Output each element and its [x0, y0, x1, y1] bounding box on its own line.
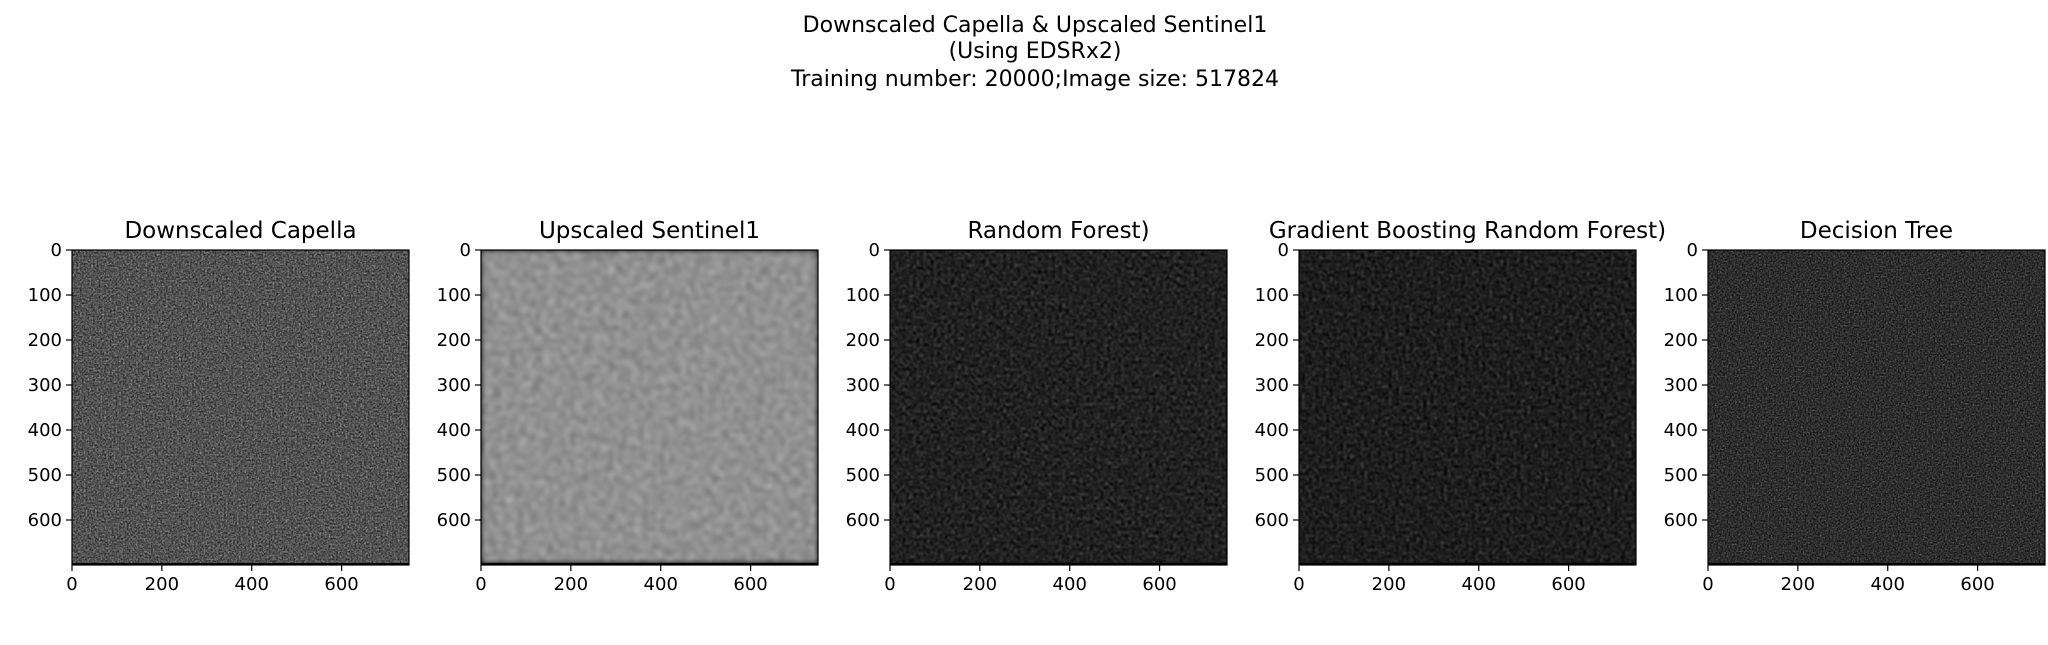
- y-tick-label: 300: [1255, 375, 1289, 396]
- x-tick-label: 400: [1053, 574, 1087, 595]
- x-tick-label: 400: [235, 574, 269, 595]
- y-tick-label: 600: [437, 510, 471, 531]
- y-tick-label: 200: [437, 330, 471, 351]
- y-tick-label: 400: [1255, 420, 1289, 441]
- image-scene: [72, 250, 409, 563]
- x-tick-label: 200: [1781, 574, 1815, 595]
- y-tick-label: 0: [869, 240, 880, 261]
- x-tick-label: 200: [963, 574, 997, 595]
- y-tick-label: 300: [1664, 375, 1698, 396]
- y-tick-label: 500: [846, 465, 880, 486]
- subplot-title: Upscaled Sentinel1: [539, 218, 760, 244]
- x-tick-label: 0: [475, 574, 486, 595]
- suptitle-line-1: Downscaled Capella & Upscaled Sentinel1: [803, 13, 1268, 38]
- x-tick-label: 400: [644, 574, 678, 595]
- x-tick-label: 0: [1293, 574, 1304, 595]
- x-tick-label: 600: [324, 574, 358, 595]
- y-tick-label: 200: [1255, 330, 1289, 351]
- subplot-grid: Downscaled Capella 0 200 400 600 0 100 200 300 40…: [28, 218, 2046, 595]
- y-tick-label: 0: [460, 240, 471, 261]
- x-tick-label: 600: [1960, 574, 1994, 595]
- y-tick-label: 400: [846, 420, 880, 441]
- y-tick-label: 400: [1664, 420, 1698, 441]
- subplot-decision-tree: Decision Tree 0 200 400 600 0 100 200 300 400 500 6…: [1664, 218, 2046, 595]
- y-tick-label: 600: [1664, 510, 1698, 531]
- image-scene: [1299, 250, 1636, 563]
- y-tick-label: 200: [1664, 330, 1698, 351]
- y-tick-label: 500: [28, 465, 62, 486]
- y-tick-label: 0: [51, 240, 62, 261]
- axes-frame: [480, 249, 819, 566]
- y-tick-label: 500: [1255, 465, 1289, 486]
- axes-frame: [889, 249, 1228, 566]
- subplot-random-forest: Random Forest) 0 200 400 600 0 100 200 300 400 500…: [846, 218, 1228, 595]
- subplot-title: Downscaled Capella: [124, 218, 356, 244]
- y-tick-label: 500: [437, 465, 471, 486]
- subplot-title: Decision Tree: [1800, 218, 1953, 244]
- y-tick-label: 0: [1278, 240, 1289, 261]
- y-tick-label: 100: [28, 285, 62, 306]
- image-scene: [481, 250, 818, 563]
- y-tick-label: 600: [28, 510, 62, 531]
- subplot-title: Gradient Boosting Random Forest): [1269, 218, 1666, 244]
- axes-frame: [1707, 249, 2046, 566]
- subplot-title: Random Forest): [967, 218, 1149, 244]
- y-tick-label: 400: [28, 420, 62, 441]
- y-tick-label: 600: [846, 510, 880, 531]
- x-tick-label: 200: [145, 574, 179, 595]
- y-tick-label: 300: [437, 375, 471, 396]
- y-tick-label: 200: [28, 330, 62, 351]
- suptitle-line-2: (Using EDSRx2): [949, 39, 1122, 64]
- y-tick-label: 100: [1664, 285, 1698, 306]
- x-tick-label: 600: [733, 574, 767, 595]
- x-tick-label: 200: [554, 574, 588, 595]
- x-tick-label: 400: [1871, 574, 1905, 595]
- subplot-upscaled-sentinel1: Upscaled Sentinel1 0 200 400 600 0 100 200 300 40…: [437, 218, 819, 595]
- suptitle-line-3: Training number: 20000;Image size: 51782…: [790, 67, 1279, 92]
- y-tick-label: 500: [1664, 465, 1698, 486]
- y-tick-label: 400: [437, 420, 471, 441]
- x-tick-label: 200: [1372, 574, 1406, 595]
- x-tick-label: 0: [884, 574, 895, 595]
- x-tick-label: 0: [66, 574, 77, 595]
- y-tick-label: 300: [846, 375, 880, 396]
- y-tick-label: 200: [846, 330, 880, 351]
- x-tick-label: 0: [1702, 574, 1713, 595]
- y-tick-label: 100: [437, 285, 471, 306]
- y-tick-label: 300: [28, 375, 62, 396]
- y-tick-label: 600: [1255, 510, 1289, 531]
- y-tick-label: 100: [1255, 285, 1289, 306]
- image-scene: [1708, 250, 2045, 563]
- x-tick-label: 400: [1462, 574, 1496, 595]
- y-tick-label: 100: [846, 285, 880, 306]
- y-tick-label: 0: [1687, 240, 1698, 261]
- axes-frame: [1298, 249, 1637, 566]
- subplot-downscaled-capella: Downscaled Capella 0 200 400 600 0 100 200 300 40…: [28, 218, 410, 595]
- axes-frame: [71, 249, 410, 566]
- x-tick-label: 600: [1551, 574, 1585, 595]
- x-tick-label: 600: [1142, 574, 1176, 595]
- subplot-gradient-boosting-random-forest: Gradient Boosting Random Forest)0 200 400 6…: [1255, 218, 1667, 595]
- image-scene: [890, 250, 1227, 563]
